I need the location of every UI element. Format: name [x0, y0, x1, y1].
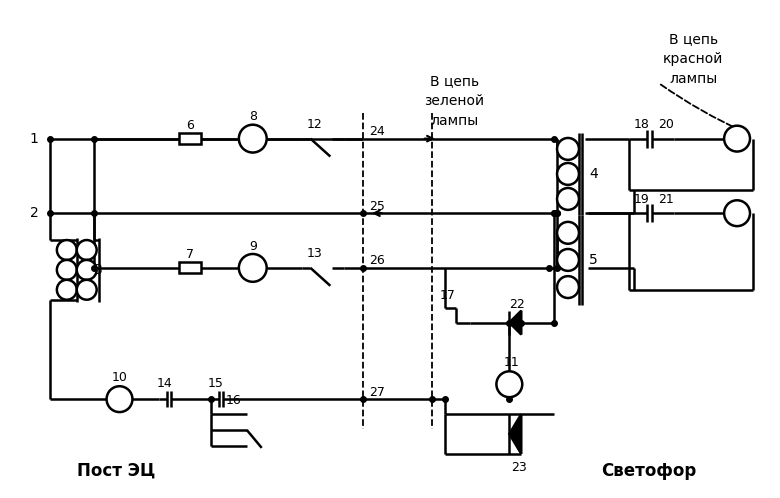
- Text: 8: 8: [249, 110, 257, 123]
- Text: 25: 25: [369, 200, 385, 213]
- Text: 23: 23: [512, 461, 527, 474]
- Text: 11: 11: [503, 356, 519, 369]
- Text: В цепь: В цепь: [668, 32, 718, 46]
- Circle shape: [724, 200, 750, 226]
- Text: 9: 9: [249, 240, 257, 252]
- Text: В цепь: В цепь: [430, 74, 479, 88]
- Text: 14: 14: [157, 377, 172, 390]
- Circle shape: [557, 222, 579, 244]
- Circle shape: [57, 240, 76, 260]
- Circle shape: [724, 125, 750, 151]
- Circle shape: [57, 260, 76, 280]
- Text: Светофор: Светофор: [601, 462, 697, 480]
- Text: Пост ЭЦ: Пост ЭЦ: [77, 462, 156, 480]
- Text: красной: красной: [663, 52, 724, 66]
- Text: 5: 5: [589, 253, 597, 267]
- Circle shape: [496, 372, 523, 397]
- Circle shape: [557, 188, 579, 210]
- Bar: [179, 262, 201, 273]
- Circle shape: [239, 124, 267, 152]
- Circle shape: [239, 254, 267, 282]
- Text: лампы: лампы: [669, 72, 718, 86]
- Text: 24: 24: [369, 125, 385, 138]
- Circle shape: [76, 280, 97, 300]
- Circle shape: [557, 163, 579, 185]
- Text: 20: 20: [658, 118, 675, 131]
- Text: 7: 7: [186, 249, 194, 261]
- Text: 16: 16: [226, 393, 242, 407]
- Text: 10: 10: [112, 371, 127, 384]
- Text: 13: 13: [307, 248, 322, 260]
- Circle shape: [557, 276, 579, 298]
- Text: 12: 12: [307, 118, 322, 131]
- Text: 1: 1: [30, 131, 38, 145]
- Text: 17: 17: [440, 289, 456, 302]
- Bar: [179, 133, 201, 144]
- Text: 21: 21: [658, 193, 675, 206]
- Text: лампы: лампы: [431, 114, 479, 127]
- Circle shape: [76, 260, 97, 280]
- Circle shape: [76, 240, 97, 260]
- Text: зеленой: зеленой: [424, 94, 484, 108]
- Text: 3: 3: [94, 263, 103, 277]
- Circle shape: [557, 138, 579, 160]
- Text: 19: 19: [633, 193, 650, 206]
- Circle shape: [107, 386, 133, 412]
- Text: 15: 15: [208, 377, 224, 390]
- Polygon shape: [509, 414, 521, 454]
- Text: 26: 26: [369, 254, 385, 267]
- Polygon shape: [509, 311, 521, 335]
- Circle shape: [57, 280, 76, 300]
- Text: 6: 6: [186, 119, 194, 132]
- Text: 2: 2: [30, 206, 38, 220]
- Text: 22: 22: [509, 298, 525, 311]
- Text: 18: 18: [633, 118, 650, 131]
- Circle shape: [557, 249, 579, 271]
- Text: 4: 4: [589, 167, 597, 181]
- Text: 27: 27: [369, 385, 385, 399]
